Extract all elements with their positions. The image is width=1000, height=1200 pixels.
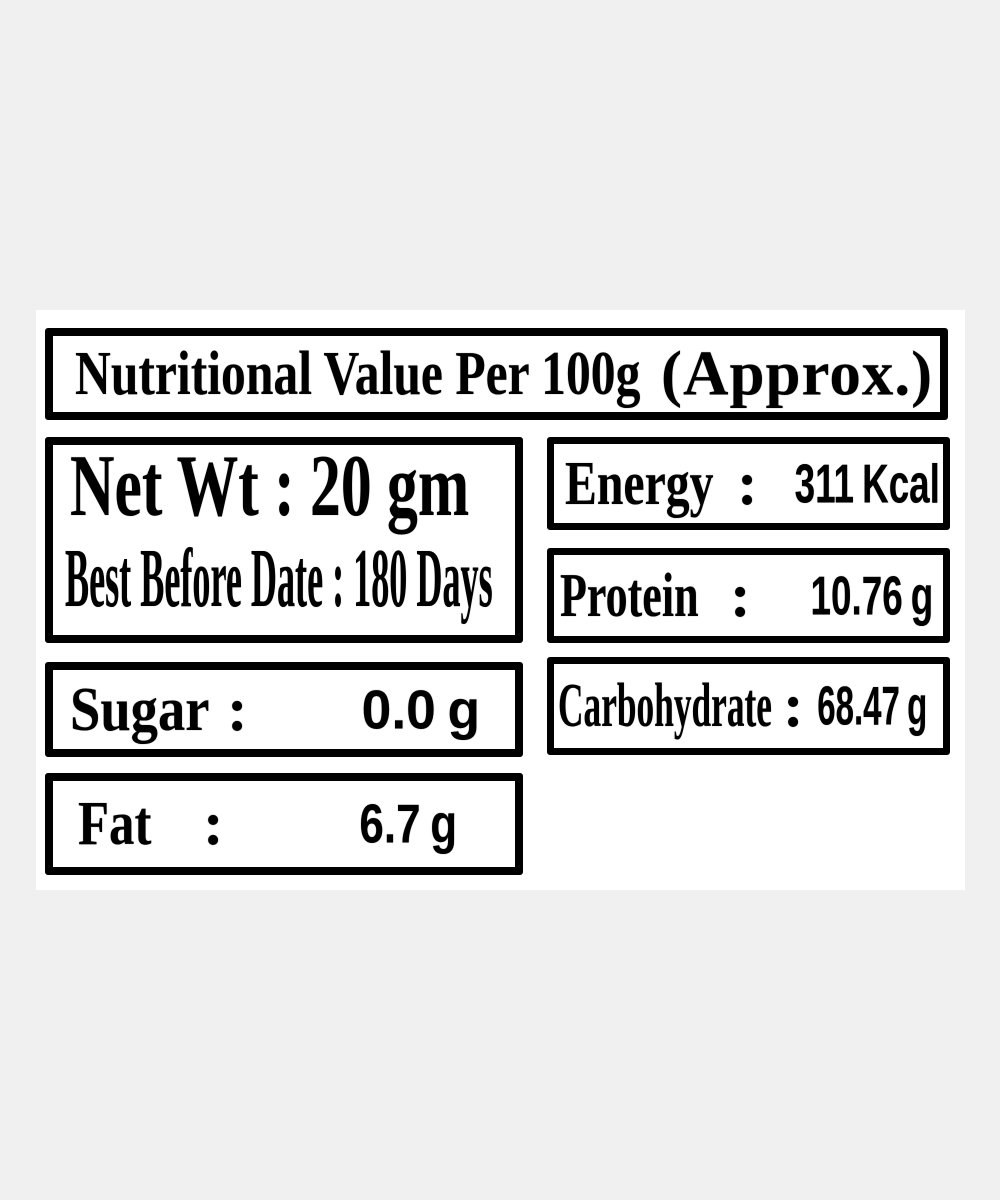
energy-colon: : xyxy=(737,449,758,518)
sugar-label: Sugar xyxy=(70,675,210,744)
sugar-unit: g xyxy=(447,678,480,740)
carbohydrate-colon: : xyxy=(783,672,804,740)
title-approx-text: (Approx.) xyxy=(661,338,934,409)
best-before-text: Best Before Date : 180 Days xyxy=(65,532,493,625)
fat-unit: g xyxy=(430,792,457,855)
protein-amount: 10.76 xyxy=(810,564,903,626)
carbohydrate-amount: 68.47 xyxy=(817,674,900,737)
sugar-row: Sugar : 0.0 g xyxy=(45,662,523,757)
fat-amount: 6.7 xyxy=(359,792,421,855)
carbohydrate-unit: g xyxy=(906,674,927,737)
energy-amount: 311 xyxy=(794,452,855,514)
sugar-value: 0.0 g xyxy=(362,682,480,737)
energy-unit: Kcal xyxy=(862,452,940,514)
sugar-colon: : xyxy=(227,675,248,744)
energy-label: Energy xyxy=(565,449,714,518)
energy-row: Energy : 311 Kcal xyxy=(547,437,950,530)
fat-colon: : xyxy=(203,790,224,858)
protein-colon: : xyxy=(730,561,751,630)
title-text: Nutritional Value Per 100g xyxy=(75,340,641,408)
fat-label: Fat xyxy=(78,790,152,858)
protein-value: 10.76 g xyxy=(810,568,933,623)
label-sheet: Nutritional Value Per 100g (Approx.) Net… xyxy=(36,310,965,890)
fat-row: Fat : 6.7 g xyxy=(45,773,523,875)
carbohydrate-value: 68.47 g xyxy=(817,674,927,737)
net-weight-box: Net Wt : 20 gm Best Before Date : 180 Da… xyxy=(45,437,523,643)
title-box: Nutritional Value Per 100g (Approx.) xyxy=(45,328,948,420)
protein-label: Protein xyxy=(560,561,699,630)
carbohydrate-label: Carbohydrate xyxy=(558,672,772,740)
protein-unit: g xyxy=(910,564,933,626)
carbohydrate-row: Carbohydrate : 68.47 g xyxy=(547,657,950,755)
energy-value: 311 Kcal xyxy=(795,456,940,511)
protein-row: Protein : 10.76 g xyxy=(547,548,950,643)
sugar-amount: 0.0 xyxy=(361,678,436,740)
fat-value: 6.7 g xyxy=(359,792,457,855)
net-weight-text: Net Wt : 20 gm xyxy=(70,438,470,535)
